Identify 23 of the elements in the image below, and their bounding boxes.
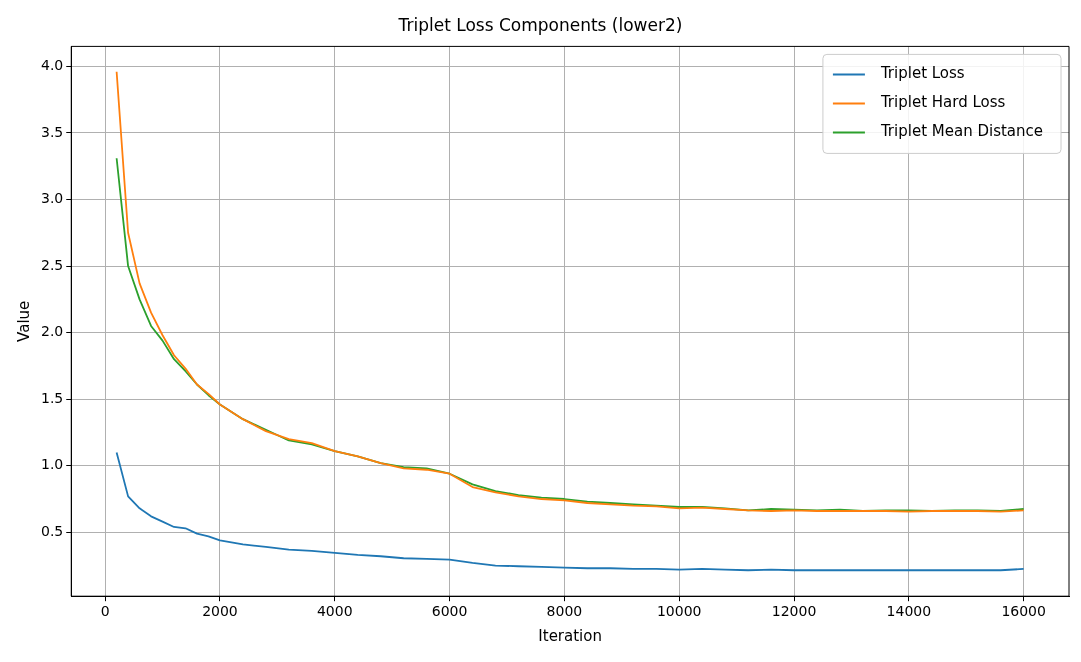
x-tick-label: 14000	[886, 603, 932, 620]
legend-label: Triplet Loss	[879, 64, 965, 83]
y-tick-label: 2.0	[41, 323, 64, 340]
x-tick-label: 12000	[771, 603, 817, 620]
y-tick-label: 1.0	[41, 456, 64, 473]
y-tick-label: 0.5	[41, 522, 64, 539]
y-tick-label: 1.5	[41, 389, 64, 406]
y-axis-title: Value	[14, 300, 33, 342]
legend-label: Triplet Hard Loss	[879, 93, 1006, 112]
y-tick-label: 3.0	[41, 190, 64, 207]
x-tick-label: 2000	[202, 603, 238, 620]
legend-label: Triplet Mean Distance	[879, 122, 1044, 141]
x-tick-label: 16000	[1001, 603, 1046, 620]
x-tick-label: 6000	[431, 603, 468, 620]
chart-title: Triplet Loss Components (lower2)	[397, 14, 683, 35]
x-tick-label: 0	[100, 603, 110, 620]
y-tick-label: 4.0	[41, 57, 64, 74]
x-tick-label: 4000	[316, 603, 353, 620]
x-tick-label: 10000	[656, 603, 702, 620]
y-tick-label: 2.5	[41, 256, 64, 273]
y-tick-label: 3.5	[41, 123, 64, 140]
x-tick-label: 8000	[546, 603, 583, 620]
x-axis-title: Iteration	[538, 626, 602, 645]
